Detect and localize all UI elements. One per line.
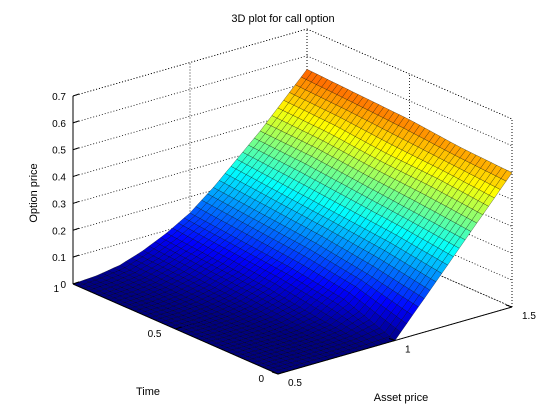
x-axis-label: Asset price bbox=[374, 392, 428, 404]
z-axis-label: Option price bbox=[28, 163, 40, 222]
z-tick-label: 0.2 bbox=[52, 226, 66, 237]
x-tick-label: 1.5 bbox=[522, 311, 536, 322]
z-tick bbox=[72, 147, 80, 151]
y-tick bbox=[277, 371, 285, 375]
z-tick bbox=[72, 254, 80, 258]
z-tick bbox=[72, 120, 80, 124]
z-tick-label: 0.3 bbox=[52, 199, 66, 210]
z-grid-right bbox=[306, 28, 513, 120]
x-tick bbox=[271, 371, 279, 375]
z-tick bbox=[72, 174, 80, 178]
z-grid-back bbox=[72, 28, 308, 97]
surface-layer bbox=[72, 68, 513, 375]
x-tick-label: 0.5 bbox=[288, 378, 302, 389]
x-tick bbox=[388, 338, 396, 341]
y-axis-label: Time bbox=[136, 386, 160, 398]
z-tick-label: 0.4 bbox=[52, 173, 66, 184]
z-tick bbox=[72, 227, 80, 231]
z-tick-label: 0 bbox=[60, 280, 66, 291]
x-tick bbox=[505, 304, 513, 308]
z-tick-label: 0.7 bbox=[52, 92, 66, 103]
y-tick-label: 1 bbox=[53, 284, 59, 295]
y-tick bbox=[175, 326, 182, 330]
chart-title: 3D plot for call option bbox=[231, 13, 334, 25]
z-tick-label: 0.1 bbox=[52, 253, 66, 264]
z-tick bbox=[72, 93, 80, 97]
x-tick-label: 1 bbox=[405, 345, 411, 356]
y-tick-label: 0.5 bbox=[148, 329, 162, 340]
z-tick-label: 0.5 bbox=[52, 146, 66, 157]
z-tick bbox=[72, 200, 80, 204]
tick-layer: 0 0.1 0.2 0.3 0.4 0.5 0.6 0.7 0 0.5 1 0.5 1 1.5 bbox=[52, 92, 536, 389]
y-tick bbox=[72, 281, 80, 285]
y-tick-label: 0 bbox=[258, 374, 264, 385]
z-grid-right bbox=[306, 55, 513, 147]
z-tick-label: 0.6 bbox=[52, 119, 66, 130]
surface-patch bbox=[500, 169, 513, 182]
z-grid-back bbox=[72, 55, 308, 124]
